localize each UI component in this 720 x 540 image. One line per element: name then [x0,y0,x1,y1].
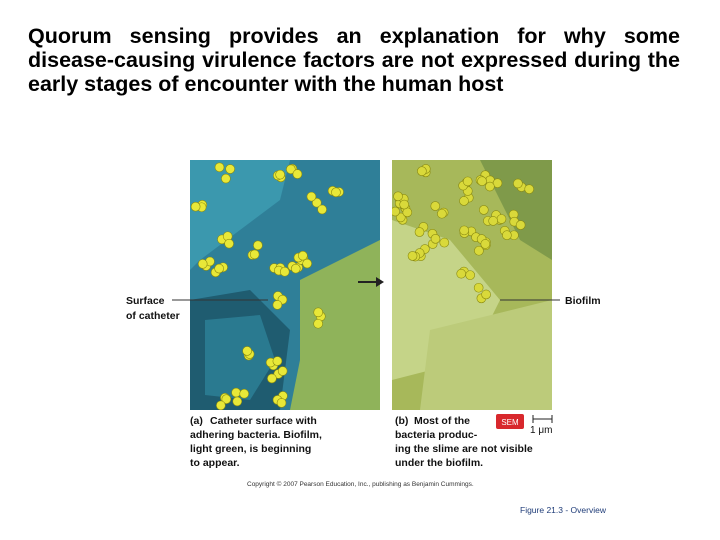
bacterium [239,388,250,399]
bacterium [306,191,317,202]
bacterium [430,201,441,211]
bacterium [298,250,308,261]
bacterium [515,220,526,230]
bacterium [393,191,403,202]
bacterium [290,263,301,274]
bacterium [214,263,224,274]
bacterium [286,164,296,175]
bacterium [496,214,507,224]
bacterium [392,206,400,217]
label: of catheter [126,310,180,322]
bacterium [272,356,283,366]
bacterium [253,240,263,251]
bacterium [477,176,487,186]
bacterium [216,400,226,410]
figure-number: Figure 21.3 - Overview [520,505,607,515]
caption-line: under the biofilm. [395,457,483,469]
bacterium [481,289,491,300]
micrograph-a [190,160,380,410]
caption-line: Catheter surface with [210,415,317,427]
bacterium [302,258,312,269]
bacterium [267,373,277,384]
label: Surface [126,295,165,307]
bacterium [437,208,447,219]
bacterium [473,282,484,293]
bacterium [462,176,473,187]
bacterium [275,169,285,180]
bacterium [276,398,287,408]
arrow-head [376,277,384,287]
bacterium [459,196,469,206]
slide-title: Quorum sensing provides an explanation f… [28,24,680,96]
bacterium [231,387,241,398]
bacterium [430,234,441,244]
bacterium [313,307,324,318]
scale-label: 1 μm [530,425,552,436]
bacterium [465,270,475,280]
caption-line: to appear. [190,457,240,469]
bacterium [317,204,327,215]
bacterium [488,216,498,226]
bacterium [456,268,467,279]
badge-text: SEM [501,418,519,427]
bacterium [478,205,489,215]
bacterium [190,201,201,212]
caption-line: ing the slime are not visible [395,443,533,455]
caption-line: light green, is beginning [190,443,311,455]
bacterium [399,199,409,210]
bacterium [417,166,427,176]
label: Biofilm [565,295,601,307]
caption-line: bacteria produc- [395,429,478,441]
bacterium [407,251,418,261]
bacterium [221,173,231,184]
bacterium [513,178,523,189]
micrograph-b [392,160,552,410]
bacterium [249,249,260,260]
bacterium [224,238,234,249]
bacterium [331,187,341,198]
bacterium [395,212,406,223]
bacterium [279,266,290,277]
bacterium [221,394,232,404]
caption-line: adhering bacteria. Biofilm, [190,429,322,441]
bacterium [414,227,425,237]
bacterium [225,164,235,174]
bacterium [439,237,450,248]
bacterium [277,366,288,376]
badge [496,414,524,429]
bacterium [311,197,322,208]
bacterium [474,245,484,256]
caption-line: Most of the [414,415,470,427]
bacterium [485,181,495,192]
bacterium [292,169,303,179]
bacterium [272,300,283,310]
caption-letter: (b) [395,415,408,427]
bacterium [459,225,469,236]
copyright: Copyright © 2007 Pearson Education, Inc.… [247,480,474,488]
caption-letter: (a) [190,415,203,427]
bacterium [232,396,243,407]
bacterium [480,239,491,249]
bacterium [524,184,535,194]
bacterium [214,162,225,173]
bacterium [242,346,252,356]
bacterium [313,318,323,329]
bacterium [197,259,208,269]
bacterium [502,230,512,241]
